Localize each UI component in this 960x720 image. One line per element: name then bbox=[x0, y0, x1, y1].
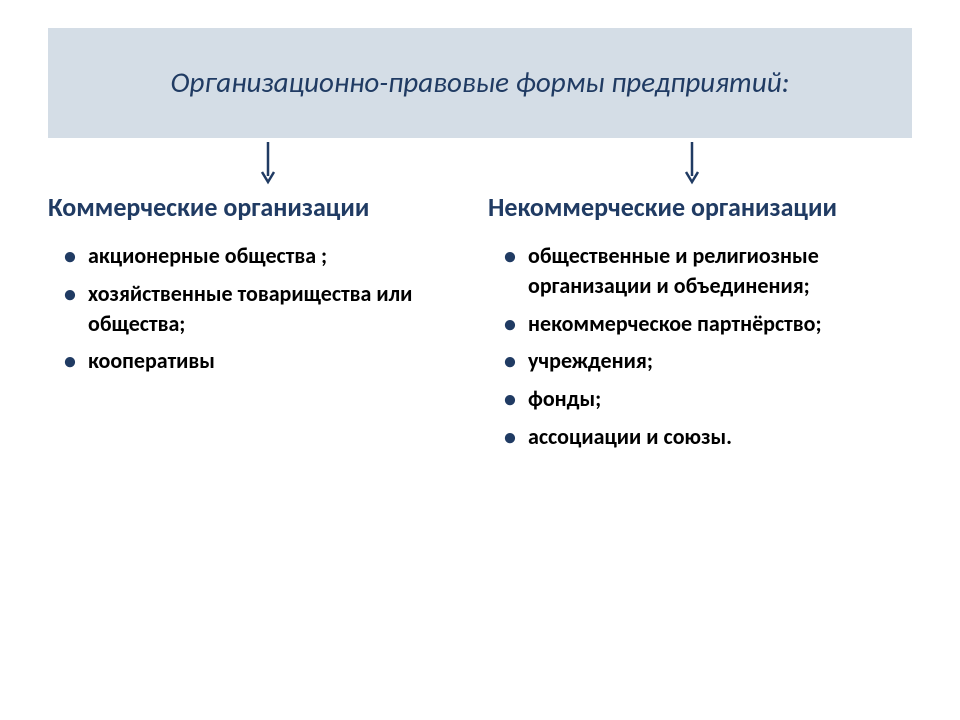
columns-container: Коммерческие организации акционерные общ… bbox=[48, 192, 912, 459]
header-banner: Организационно-правовые формы предприяти… bbox=[48, 28, 912, 138]
column-left-list: акционерные общества ; хозяйственные тов… bbox=[48, 241, 472, 376]
list-item: некоммерческое партнёрство; bbox=[494, 309, 912, 339]
column-right-list: общественные и религиозные организации и… bbox=[488, 241, 912, 451]
list-item: хозяйственные товарищества или общества; bbox=[54, 279, 472, 338]
arrow-down-left-icon bbox=[260, 140, 276, 186]
arrows-container bbox=[48, 140, 912, 186]
list-item: кооперативы bbox=[54, 346, 472, 376]
column-right-heading: Некоммерческие организации bbox=[488, 192, 912, 223]
column-left-heading: Коммерческие организации bbox=[48, 192, 472, 223]
list-item: фонды; bbox=[494, 384, 912, 414]
page-title: Организационно-правовые формы предприяти… bbox=[171, 64, 790, 102]
list-item: ассоциации и союзы. bbox=[494, 422, 912, 452]
list-item: общественные и религиозные организации и… bbox=[494, 241, 912, 300]
column-left: Коммерческие организации акционерные общ… bbox=[48, 192, 472, 459]
arrow-down-right-icon bbox=[684, 140, 700, 186]
list-item: акционерные общества ; bbox=[54, 241, 472, 271]
column-right: Некоммерческие организации общественные … bbox=[488, 192, 912, 459]
list-item: учреждения; bbox=[494, 346, 912, 376]
